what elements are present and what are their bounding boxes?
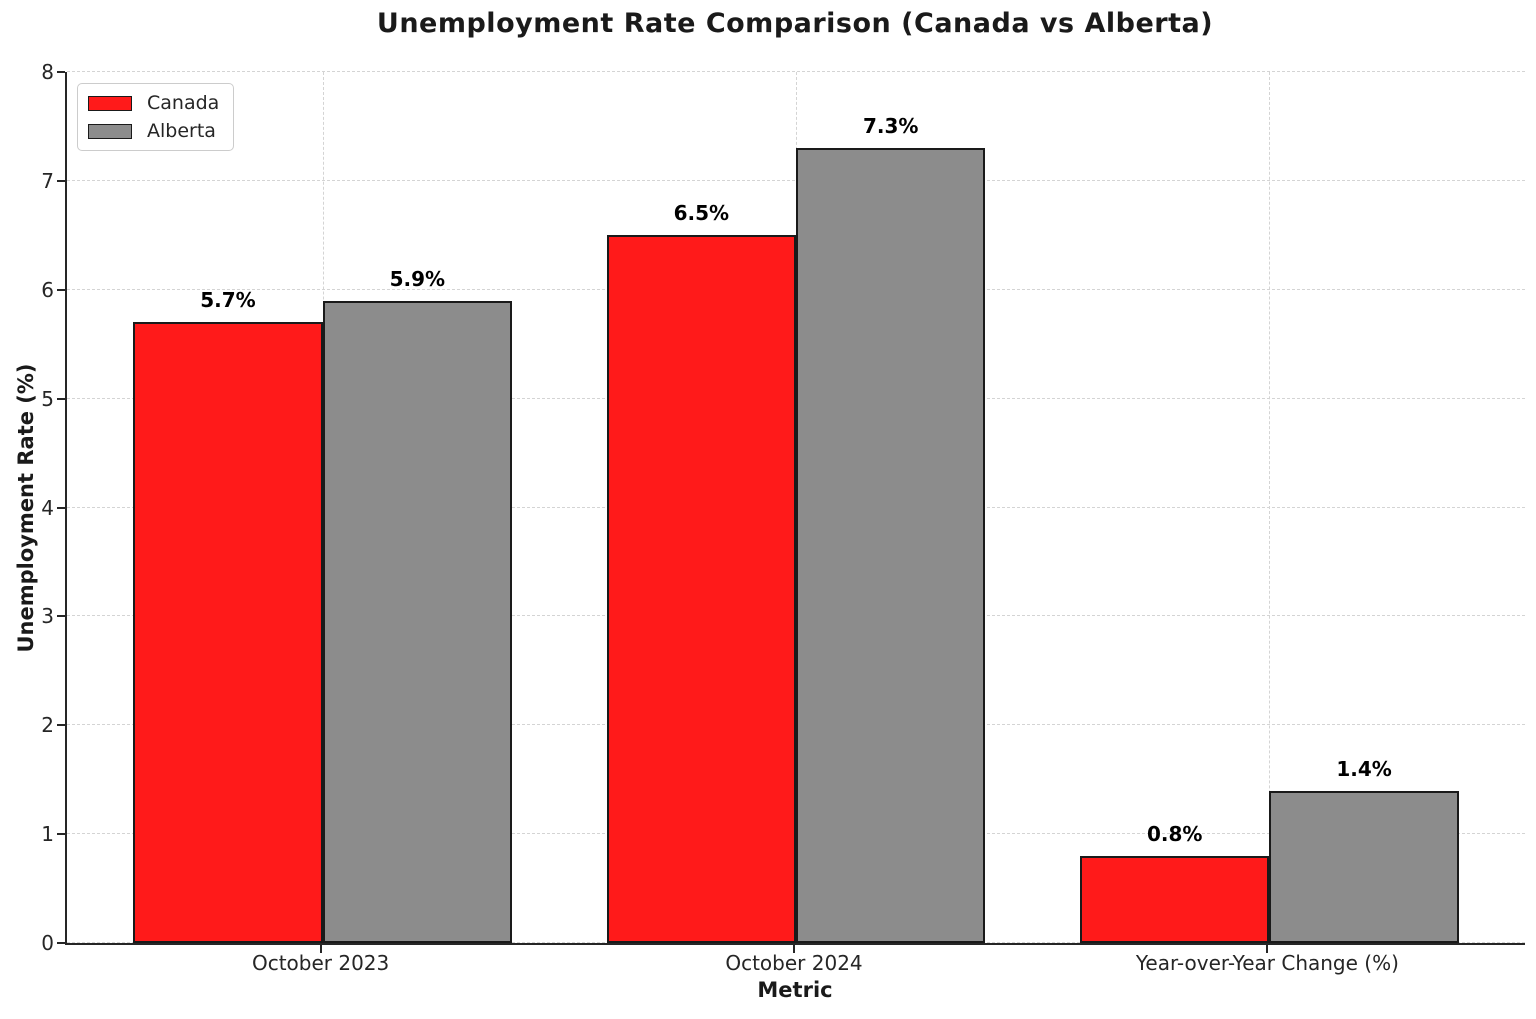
y-tick-label-4: 4 xyxy=(41,495,54,520)
y-tick-mark-8 xyxy=(57,71,65,73)
y-tick-label-5: 5 xyxy=(41,386,54,411)
legend-swatch-alberta xyxy=(88,123,132,139)
bar-alberta-october-2023 xyxy=(322,300,512,943)
y-tick-mark-7 xyxy=(57,179,65,182)
bar-canada-october-2024 xyxy=(606,235,796,943)
chart-title: Unemployment Rate Comparison (Canada vs … xyxy=(376,8,1214,39)
x-tick-mark-october-2024 xyxy=(793,945,795,953)
y-axis-label: Unemployment Rate (%) xyxy=(14,363,38,653)
legend-swatch-canada xyxy=(88,95,132,111)
y-tick-label-8: 8 xyxy=(41,60,54,84)
y-tick-label-3: 3 xyxy=(41,604,54,629)
y-tick-label-0: 0 xyxy=(41,931,54,955)
y-tick-mark-3 xyxy=(57,615,65,618)
y-tick-mark-5 xyxy=(57,397,65,400)
y-tick-mark-2 xyxy=(57,724,65,727)
x-tick-label-year-over-year-change: Year-over-Year Change (%) xyxy=(1135,951,1399,975)
x-tick-label-october-2023: October 2023 xyxy=(251,951,390,975)
x-tick-mark-october-2023 xyxy=(319,945,322,953)
y-tick-label-1: 1 xyxy=(41,822,54,847)
gridline-h-8 xyxy=(67,71,1525,72)
bar-value-label-alberta-october-2023: 5.9% xyxy=(389,266,446,291)
y-tick-mark-0 xyxy=(57,942,65,944)
x-axis-label: Metric xyxy=(757,978,833,1002)
bar-value-label-alberta-october-2024: 7.3% xyxy=(862,114,919,139)
legend-row-alberta: Alberta xyxy=(88,120,219,142)
legend: Canada Alberta xyxy=(77,83,235,151)
bar-alberta-year-over-year-change xyxy=(1269,790,1459,943)
legend-label-canada: Canada xyxy=(147,92,220,114)
y-tick-label-2: 2 xyxy=(41,713,54,738)
bar-value-label-canada-october-2023: 5.7% xyxy=(200,288,256,313)
bar-canada-october-2023 xyxy=(133,322,323,943)
x-tick-mark-year-over-year-change xyxy=(1266,945,1269,953)
legend-label-alberta: Alberta xyxy=(147,120,216,142)
y-tick-mark-4 xyxy=(57,506,65,509)
y-tick-label-6: 6 xyxy=(41,277,54,302)
plot-area: 5.7% 6.5% 0.8% 5.9% 7.3% 1.4% Canada Alberta xyxy=(65,71,1525,945)
gridline-v-year-over-year-change xyxy=(1269,72,1271,943)
bar-alberta-october-2024 xyxy=(796,148,986,943)
x-tick-label-october-2024: October 2024 xyxy=(725,951,863,975)
legend-row-canada: Canada xyxy=(88,92,219,114)
bar-canada-year-over-year-change xyxy=(1080,855,1270,943)
bar-value-label-canada-year-over-year-change: 0.8% xyxy=(1146,821,1203,846)
bar-value-label-alberta-year-over-year-change: 1.4% xyxy=(1336,756,1392,781)
y-tick-mark-6 xyxy=(57,288,65,291)
y-tick-label-7: 7 xyxy=(41,168,54,193)
bar-value-label-canada-october-2024: 6.5% xyxy=(673,201,730,226)
y-tick-mark-1 xyxy=(57,833,65,836)
